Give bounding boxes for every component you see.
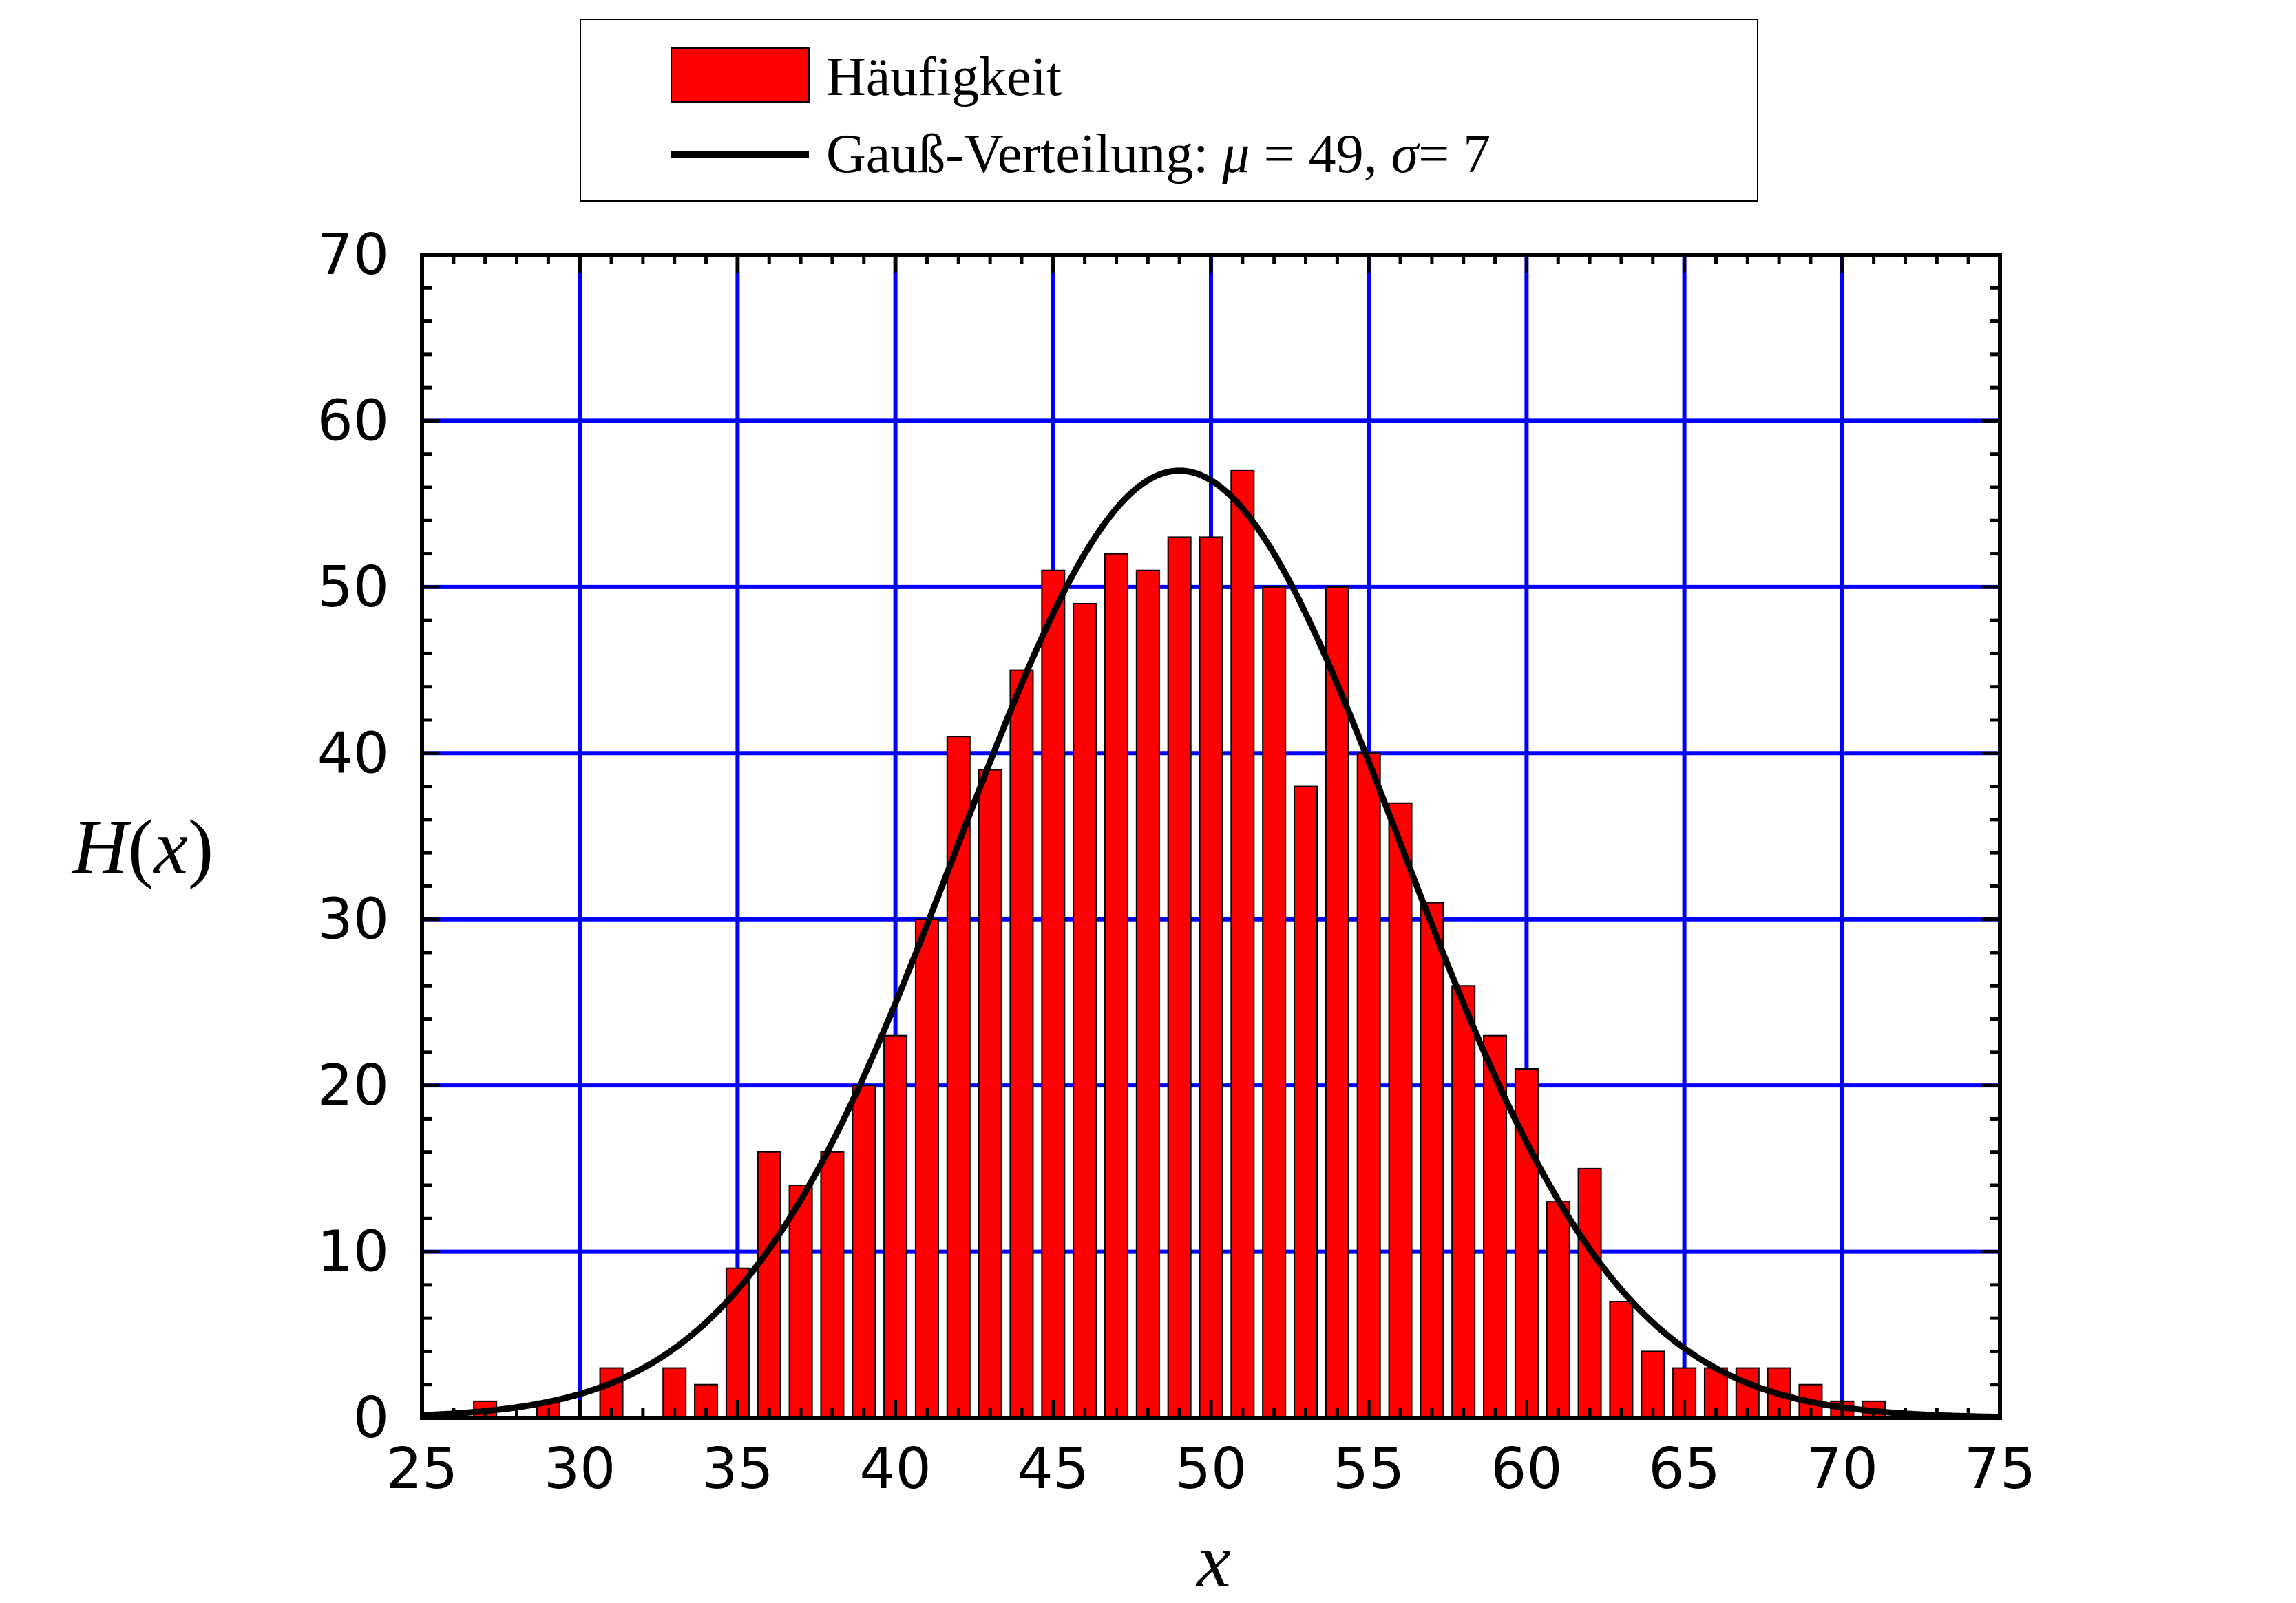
bar <box>1356 752 1381 1419</box>
bar <box>914 918 939 1419</box>
y-tick-label: 60 <box>317 388 389 454</box>
histogram-bars <box>473 469 1886 1419</box>
y-tick-label: 70 <box>317 222 389 288</box>
legend-bar-swatch <box>671 47 810 103</box>
bar <box>1073 603 1097 1419</box>
bar <box>757 1151 781 1419</box>
y-axis-label-arg: x <box>152 805 188 890</box>
x-tick-label: 40 <box>859 1436 931 1502</box>
x-tick-label: 35 <box>702 1436 773 1502</box>
bar <box>1009 669 1034 1419</box>
bar <box>1230 469 1255 1419</box>
y-axis-label-paren-open: ( <box>128 805 154 890</box>
bar <box>1294 785 1318 1419</box>
gauss-curve-line <box>421 467 2001 1421</box>
bar <box>1609 1301 1634 1419</box>
y-tick-label: 30 <box>317 887 389 953</box>
bar <box>1104 553 1128 1419</box>
y-tick-labels: 0 10 20 30 40 50 60 70 <box>317 222 389 1451</box>
bar <box>1577 1167 1602 1419</box>
x-tick-label: 60 <box>1491 1436 1562 1502</box>
bar <box>1135 569 1160 1419</box>
legend-sigma-symbol: σ <box>1391 124 1420 184</box>
x-axis-label: x <box>1195 1518 1231 1603</box>
y-tick-label: 40 <box>317 721 389 786</box>
bar <box>1420 902 1444 1419</box>
axis-ticks <box>420 253 2002 1420</box>
y-tick-label: 50 <box>317 555 389 620</box>
x-tick-label: 50 <box>1175 1436 1247 1502</box>
x-tick-labels: 25 30 35 40 45 50 55 60 65 70 75 <box>386 1436 2036 1502</box>
x-tick-label: 65 <box>1648 1436 1720 1502</box>
bar <box>852 1085 876 1419</box>
legend-line-prefix: Gauß-Verteilung: <box>826 124 1222 184</box>
legend-mu-value: = 49, <box>1250 124 1391 184</box>
bar <box>788 1185 813 1419</box>
x-tick-label: 70 <box>1807 1436 1878 1502</box>
legend-line-label: Gauß-Verteilung: μ = 49, σ= 7 <box>826 124 1491 184</box>
x-tick-label: 45 <box>1018 1436 1089 1502</box>
bar <box>820 1151 845 1419</box>
x-tick-label: 55 <box>1333 1436 1404 1502</box>
bar <box>1262 586 1287 1419</box>
legend: Häufigkeit Gauß-Verteilung: μ = 49, σ= 7 <box>580 19 1758 202</box>
y-axis-label: H(x) <box>71 805 213 890</box>
legend-bar-label: Häufigkeit <box>826 47 1062 107</box>
x-tick-label: 75 <box>1964 1436 2036 1502</box>
x-tick-label: 30 <box>544 1436 615 1502</box>
bar <box>1199 536 1223 1419</box>
y-axis-label-func: H <box>71 805 131 890</box>
bar <box>1388 802 1413 1419</box>
bar <box>1167 536 1192 1419</box>
x-tick-label: 25 <box>386 1436 458 1502</box>
bar <box>883 1034 908 1419</box>
y-tick-label: 0 <box>353 1386 389 1451</box>
bar <box>1451 985 1476 1419</box>
y-axis-label-paren-close: ) <box>188 805 213 890</box>
bar <box>1546 1201 1570 1419</box>
bar <box>1325 586 1349 1419</box>
bar <box>978 769 1002 1419</box>
legend-sigma-value: = 7 <box>1418 124 1491 184</box>
y-tick-label: 10 <box>317 1220 389 1285</box>
bar <box>1041 569 1066 1419</box>
bar <box>1641 1350 1665 1419</box>
legend-mu-symbol: μ <box>1221 124 1250 184</box>
y-tick-label: 20 <box>317 1053 389 1118</box>
